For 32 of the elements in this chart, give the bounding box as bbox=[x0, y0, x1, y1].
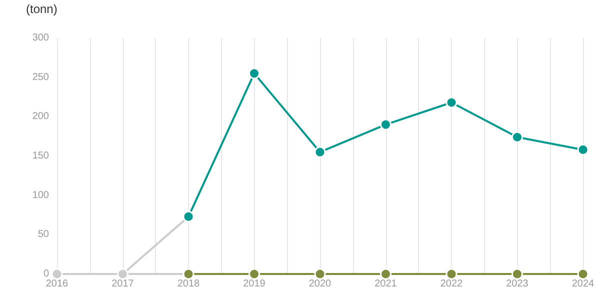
y-tick-label: 150 bbox=[32, 150, 50, 162]
point bbox=[446, 96, 458, 108]
y-tick-label: 200 bbox=[32, 111, 50, 122]
point bbox=[577, 268, 589, 280]
point bbox=[314, 146, 326, 158]
x-tick-label: 2023 bbox=[506, 278, 529, 290]
point bbox=[182, 268, 194, 280]
point bbox=[446, 268, 458, 280]
x-tick-label: 2016 bbox=[46, 278, 69, 290]
point bbox=[380, 118, 392, 130]
point bbox=[51, 268, 63, 280]
y-tick-label: 0 bbox=[43, 268, 50, 280]
point bbox=[512, 131, 523, 143]
point bbox=[117, 268, 128, 280]
y-tick-label: 250 bbox=[32, 72, 50, 83]
y-tick-label: 100 bbox=[32, 190, 50, 201]
x-tick-label: 2022 bbox=[440, 278, 464, 290]
y-tick-label: 300 bbox=[32, 32, 50, 44]
x-tick-label: 2021 bbox=[374, 278, 398, 290]
point bbox=[314, 268, 326, 280]
point bbox=[512, 268, 523, 280]
x-tick-label: 2018 bbox=[177, 278, 200, 290]
y-tick-label: 50 bbox=[38, 229, 50, 240]
point bbox=[248, 268, 260, 280]
point bbox=[577, 144, 589, 156]
x-tick-label: 2017 bbox=[112, 278, 134, 290]
x-tick-label: 2019 bbox=[243, 278, 266, 290]
y-axis-title: (tonn) bbox=[26, 2, 58, 16]
x-tick-label: 2020 bbox=[308, 278, 332, 290]
point bbox=[248, 68, 260, 80]
point bbox=[380, 268, 392, 280]
x-tick-label: 2024 bbox=[572, 278, 595, 290]
